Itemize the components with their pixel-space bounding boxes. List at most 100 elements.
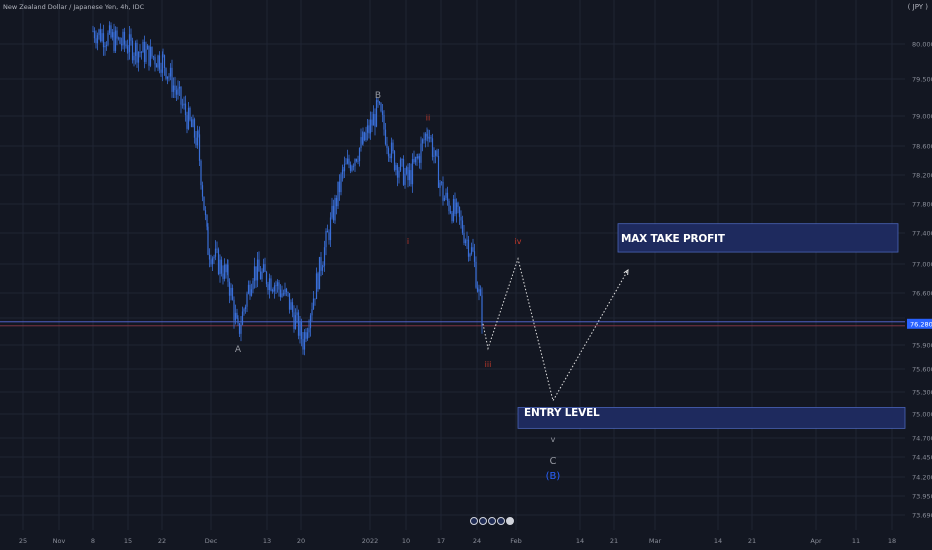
y-tick-label: 73.950 <box>912 493 932 501</box>
x-tick-label: 10 <box>402 537 410 545</box>
event-badge[interactable] <box>488 517 496 525</box>
candle-body <box>357 161 359 162</box>
candle-body <box>380 103 382 112</box>
event-badge[interactable] <box>470 517 478 525</box>
candle-body <box>157 55 159 68</box>
x-tick-label: 24 <box>473 537 481 545</box>
candle-body <box>431 138 434 157</box>
candle-body <box>116 30 118 39</box>
candle-body <box>335 197 338 207</box>
candle-body <box>349 164 352 171</box>
candle-body <box>148 45 150 66</box>
y-tick-label: 75.300 <box>912 389 932 397</box>
candle-body <box>428 137 431 139</box>
projection-arrowhead <box>623 269 629 276</box>
candle-body <box>305 332 307 339</box>
event-badges <box>470 517 514 525</box>
candle-body <box>299 322 301 336</box>
candle-body <box>436 150 438 156</box>
candle-body <box>193 119 196 138</box>
candle-body <box>208 254 211 260</box>
y-tick-label: 73.690 <box>912 512 932 520</box>
candle-body <box>241 311 244 325</box>
wave-label: (B) <box>546 471 561 482</box>
candle-body <box>259 271 262 280</box>
candle-body <box>420 143 422 163</box>
candle-body <box>290 302 292 310</box>
candle-body <box>338 181 341 193</box>
candle-body <box>130 34 132 41</box>
candle-body <box>139 51 141 53</box>
candle-body <box>407 167 409 181</box>
candle-body <box>127 51 129 53</box>
candle-body <box>306 332 309 339</box>
candle-body <box>383 114 385 130</box>
x-tick-label: Mar <box>649 537 662 545</box>
candle-body <box>466 239 468 241</box>
candle-body <box>352 165 355 167</box>
candle-body <box>348 158 350 165</box>
candle-body <box>222 273 224 279</box>
candle-body <box>440 181 443 183</box>
symbol-title: New Zealand Dollar / Japanese Yen, 4h, I… <box>3 3 145 11</box>
x-tick-label: 13 <box>263 537 271 545</box>
candle-body <box>206 215 208 227</box>
candle-body <box>275 285 277 287</box>
candle-body <box>137 51 140 63</box>
x-tick-label: 20 <box>297 537 305 545</box>
candle-body <box>454 198 456 214</box>
y-tick-label: 74.200 <box>912 474 932 482</box>
candle-body <box>377 100 379 102</box>
candle-body <box>174 85 176 91</box>
candle-body <box>108 25 111 33</box>
candle-body <box>160 69 162 73</box>
y-tick-label: 77.800 <box>912 201 932 209</box>
candle-body <box>136 42 138 63</box>
candle-body <box>161 54 164 73</box>
candle-body <box>102 33 105 48</box>
candle-body <box>204 210 207 216</box>
event-badge[interactable] <box>497 517 505 525</box>
candle-body <box>279 289 282 297</box>
candle-body <box>133 55 135 61</box>
candle-body <box>146 45 149 50</box>
candle-body <box>200 160 202 186</box>
candle-body <box>214 248 217 257</box>
candle-body <box>244 306 247 310</box>
y-tick-label: 77.400 <box>912 230 932 238</box>
candle-body <box>240 324 242 334</box>
currency-button[interactable]: ( JPY ) <box>907 3 928 11</box>
candle-body <box>276 282 279 286</box>
candle-body <box>314 298 316 300</box>
event-badge[interactable] <box>479 517 487 525</box>
candle-body <box>268 278 271 290</box>
event-badge[interactable] <box>506 517 514 525</box>
candle-body <box>197 131 199 135</box>
candle-body <box>358 147 361 162</box>
candle-body <box>430 137 432 139</box>
candle-body <box>322 265 324 268</box>
candle-body <box>417 156 419 159</box>
candle-body <box>449 211 452 213</box>
candle-body <box>258 259 260 272</box>
candle-body <box>351 166 353 171</box>
candle-body <box>346 158 349 164</box>
candle-body <box>363 132 366 141</box>
candle-body <box>207 226 209 255</box>
candle-body <box>122 31 124 46</box>
candle-body <box>303 332 306 350</box>
candle-body <box>236 312 238 319</box>
candle-body <box>265 271 268 285</box>
candle-body <box>230 287 232 296</box>
candle-body <box>92 30 94 32</box>
candle-body <box>187 107 190 129</box>
candle-body <box>134 42 137 56</box>
candle-body <box>273 285 276 292</box>
candle-body <box>131 40 134 61</box>
candle-body <box>238 323 241 334</box>
candle-body <box>458 206 461 217</box>
candle-body <box>264 264 266 272</box>
candle-body <box>93 31 96 39</box>
